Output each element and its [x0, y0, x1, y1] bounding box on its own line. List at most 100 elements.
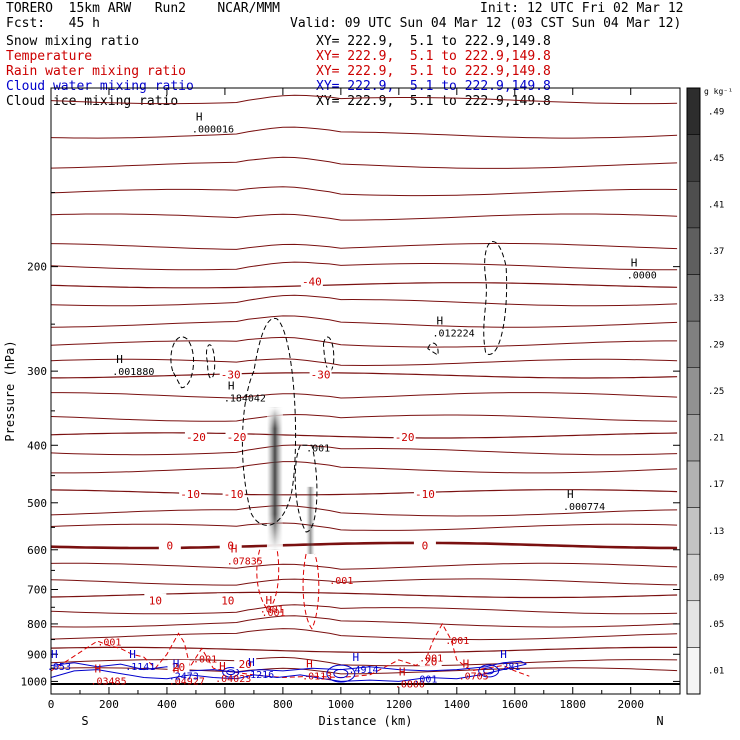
extremum-marker: H — [173, 663, 180, 676]
theta-line — [50, 604, 678, 615]
colorbar-label: .25 — [708, 387, 724, 397]
temp-label: 20 — [239, 658, 252, 671]
y-tick-label: 300 — [27, 365, 47, 378]
south-label: S — [81, 714, 88, 728]
temp-label-bg — [300, 274, 323, 287]
colorbar-segment — [686, 274, 701, 322]
cloud-water-max-ring — [226, 669, 236, 676]
temp-label-bg — [158, 538, 181, 551]
extremum-marker: H — [500, 648, 507, 661]
extremum-value: .0000 — [627, 271, 657, 282]
contour-value-label: .001 — [97, 638, 121, 649]
x-tick-label: 400 — [157, 698, 177, 711]
extremum-value: .1141 — [125, 662, 155, 673]
extremum-marker: H — [116, 353, 123, 366]
colorbar-label: .33 — [708, 294, 724, 304]
rain-contour — [256, 549, 280, 612]
theta-line — [50, 522, 678, 531]
temp-label: -20 — [395, 431, 415, 444]
temp-label-bg — [419, 654, 442, 667]
isotherm--30 — [51, 372, 678, 379]
y-tick-label: 800 — [27, 618, 47, 631]
cloud-water-max-ring — [222, 666, 240, 678]
isotherm-20 — [50, 646, 678, 654]
extremum-value: .281 — [496, 662, 520, 673]
temp-label-bg — [184, 429, 207, 442]
theta-line — [50, 242, 678, 250]
colorbar-label: .45 — [708, 154, 724, 164]
cloud-ice-contour — [206, 344, 216, 379]
contour-value-label: .001 — [419, 653, 443, 664]
extremum-marker: H — [231, 542, 238, 555]
extremum-marker: H — [219, 660, 226, 673]
extremum-value: .012224 — [433, 328, 475, 339]
theta-line — [50, 505, 678, 517]
extremum-marker: H — [306, 658, 313, 671]
theta-line — [50, 126, 678, 139]
temp-label-bg — [234, 657, 257, 670]
cloud-water-contour — [50, 663, 527, 682]
extremum-value: .184042 — [224, 394, 266, 405]
temp-label-bg — [222, 486, 245, 499]
theta-line — [51, 392, 678, 399]
theta-line — [50, 444, 678, 456]
colorbar-label: .21 — [708, 434, 724, 444]
extremum-marker: H — [196, 111, 203, 124]
extremum-value: .04023 — [215, 674, 251, 685]
extremum-marker: H — [94, 663, 101, 676]
header-init: Init: 12 UTC Fri 02 Mar 12 — [480, 1, 684, 16]
temp-label: 0 — [227, 539, 234, 552]
colorbar-segment — [686, 227, 701, 275]
field-name-rain: Rain water mixing ratio — [6, 64, 187, 79]
extremum-value: .000774 — [563, 502, 605, 513]
theta-line — [50, 628, 678, 641]
temp-label: -40 — [302, 276, 322, 289]
theta-line — [50, 413, 678, 422]
cloud-water-max-ring — [333, 668, 349, 679]
theta-line — [50, 294, 678, 307]
snow-shade-secondary — [306, 486, 315, 555]
x-tick-label: 0 — [48, 698, 55, 711]
contour-value-label: .001 — [260, 604, 284, 615]
temp-label: -10 — [415, 488, 435, 501]
cloud-ice-contour — [170, 336, 194, 389]
y-tick-label: 700 — [27, 584, 47, 597]
temp-label: 0 — [167, 539, 174, 552]
theta-line — [50, 213, 678, 221]
cloud-ice-contour — [241, 317, 297, 526]
extremum-value: .04927 — [169, 677, 205, 688]
isotherm--40 — [50, 282, 678, 289]
extremum-value: .0705 — [459, 672, 489, 683]
extremum-value: .2473 — [169, 672, 199, 683]
isotherm--10 — [50, 489, 678, 496]
colorbar-segment — [686, 507, 701, 555]
colorbar-segment — [686, 553, 701, 602]
extremum-marker: H — [352, 651, 359, 664]
y-axis-label: Pressure (hPa) — [3, 340, 17, 441]
contour-value-label: .001 — [329, 576, 353, 587]
theta-line — [50, 94, 678, 105]
extremum-marker: H — [437, 314, 444, 327]
rain-contour — [302, 553, 320, 630]
temp-label: -30 — [221, 369, 241, 382]
extremum-value: .000016 — [192, 125, 234, 136]
extremum-marker: H — [248, 656, 255, 669]
field-xy-cloud-water: XY= 222.9, 5.1 to 222.9,149.8 — [316, 79, 551, 94]
colorbar-segment — [686, 320, 701, 368]
colorbar-frame — [686, 87, 701, 695]
temp-label-bg — [167, 659, 190, 672]
extremum-marker: H — [631, 257, 638, 270]
theta-line — [51, 461, 678, 474]
x-tick-label: 2000 — [617, 698, 644, 711]
temp-label: -20 — [227, 431, 247, 444]
colorbar-unit: g kg⁻¹ — [704, 87, 733, 96]
header-title: TORERO 15km ARW Run2 NCAR/MMM — [6, 1, 280, 16]
extremum-value: .1216 — [244, 670, 274, 681]
temp-label-bg — [413, 486, 436, 499]
cloud-water-contour — [50, 660, 527, 673]
temp-label: 20 — [424, 655, 437, 668]
field-xy-snow: XY= 222.9, 5.1 to 222.9,149.8 — [316, 34, 551, 49]
y-tick-label: 1000 — [21, 675, 48, 688]
extremum-marker: H — [228, 380, 235, 393]
